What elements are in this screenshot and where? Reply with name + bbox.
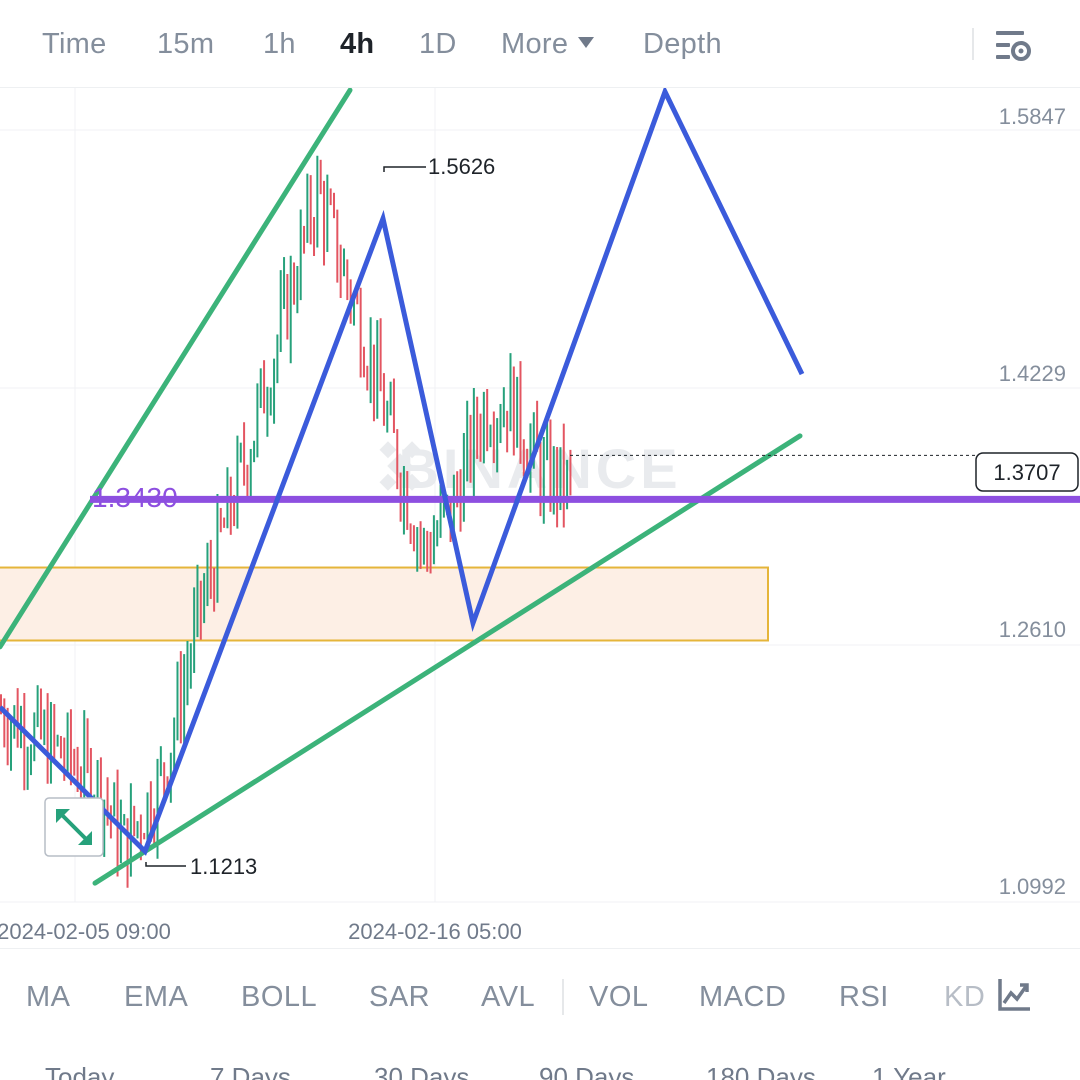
range-30-days[interactable]: 30 Days <box>374 1062 470 1080</box>
tab-15m[interactable]: 15m <box>157 28 215 60</box>
high-price-label: 1.5626 <box>428 154 495 179</box>
time-axis-label: 2024-02-16 05:00 <box>348 919 522 944</box>
level-label: 1.3430 <box>92 482 178 513</box>
caret-down-icon <box>578 37 595 48</box>
time-axis-label: 2024-02-05 09:00 <box>0 919 171 944</box>
indicator-boll[interactable]: BOLL <box>241 981 318 1013</box>
low-price-label: 1.1213 <box>190 854 257 879</box>
tab-1h[interactable]: 1h <box>263 28 296 60</box>
tab-more[interactable]: More <box>501 28 595 61</box>
support-zone <box>0 566 769 642</box>
price-chart[interactable]: BINANCE 1.3430 1.5626 1.1213 1.5847 1.42… <box>0 88 1080 948</box>
price-axis-label: 1.4229 <box>999 361 1066 386</box>
indicator-macd[interactable]: MACD <box>699 981 787 1013</box>
tab-time[interactable]: Time <box>42 28 107 60</box>
chart-settings-icon[interactable] <box>994 28 1034 64</box>
tab-more-label: More <box>501 28 569 60</box>
range-7-days[interactable]: 7 Days <box>210 1062 291 1080</box>
price-axis-label: 1.0992 <box>999 874 1066 899</box>
channel-upper-line <box>0 88 353 650</box>
tab-depth[interactable]: Depth <box>643 28 722 60</box>
candlestick-chart[interactable]: BINANCE 1.3430 1.5626 1.1213 1.5847 1.42… <box>0 88 1080 948</box>
range-90-days[interactable]: 90 Days <box>539 1062 635 1080</box>
range-today[interactable]: Today <box>45 1062 115 1080</box>
channel-lower-line <box>92 433 803 886</box>
indicator-settings-icon[interactable] <box>996 977 1032 1013</box>
price-axis-label: 1.5847 <box>999 104 1066 129</box>
tab-4h[interactable]: 4h <box>340 28 375 60</box>
divider <box>562 979 564 1015</box>
range-1-year[interactable]: 1 Year <box>872 1062 946 1080</box>
range-bar: Today 7 Days 30 Days 90 Days 180 Days 1 … <box>0 1044 1080 1080</box>
current-price-label: 1.3707 <box>993 460 1060 485</box>
timeframe-bar: Time 15m 1h 4h 1D More Depth <box>0 0 1080 88</box>
indicator-vol[interactable]: VOL <box>589 981 649 1013</box>
divider <box>972 28 974 60</box>
indicator-rsi[interactable]: RSI <box>839 981 889 1013</box>
current-price-box <box>975 452 1079 492</box>
indicator-ema[interactable]: EMA <box>124 981 189 1013</box>
indicator-sar[interactable]: SAR <box>369 981 431 1013</box>
indicator-kd[interactable]: KD <box>944 981 986 1013</box>
tab-1d[interactable]: 1D <box>419 28 457 60</box>
high-leader-line <box>383 166 426 172</box>
indicator-ma[interactable]: MA <box>26 981 71 1013</box>
low-leader-line <box>145 862 186 867</box>
indicator-bar: MA EMA BOLL SAR AVL VOL MACD RSI KD <box>0 948 1080 1044</box>
price-axis-label: 1.2610 <box>999 617 1066 642</box>
indicator-avl[interactable]: AVL <box>481 981 536 1013</box>
expand-icon[interactable] <box>44 797 104 857</box>
range-180-days[interactable]: 180 Days <box>706 1062 816 1080</box>
zigzag-pattern-line <box>0 88 805 856</box>
